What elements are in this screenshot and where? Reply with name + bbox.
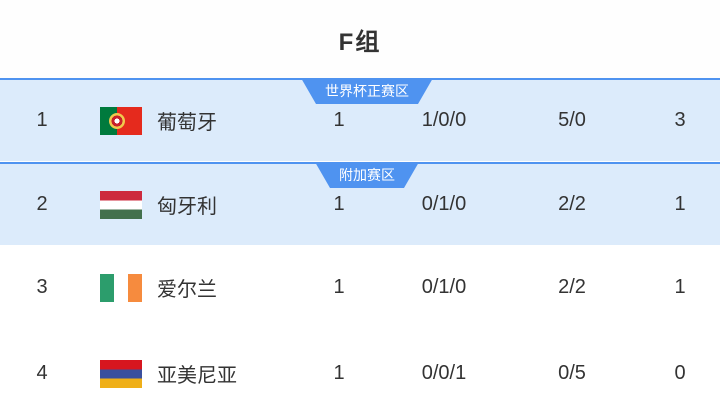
table-row-portugal[interactable]: 世界杯正赛区 1 葡萄牙 1 1/0/0 5/0 3 [0,78,720,161]
win-draw-loss-cell: 0/1/0 [421,276,467,298]
group-header: F组 [0,0,720,78]
rank-cell: 3 [36,276,48,298]
win-draw-loss-cell: 0/0/1 [421,362,467,384]
team-name: 爱尔兰 [157,279,217,301]
rank-cell: 4 [36,362,48,384]
played-cell: 1 [333,193,345,215]
goals-cell: 0/5 [558,362,586,384]
points-cell: 0 [674,362,686,384]
armenia-flag-icon [100,359,142,388]
played-cell: 1 [333,362,345,384]
team-cell: 爱尔兰 [84,273,294,302]
table-row-ireland[interactable]: 3 爱尔兰 1 0/1/0 2/2 1 [0,245,720,330]
team-name: 匈牙利 [157,196,217,218]
portugal-emblem-icon [108,112,125,129]
portugal-flag-icon [100,106,142,135]
playoff-zone-badge: 附加赛区 [315,162,419,188]
played-cell: 1 [333,109,345,131]
group-title: F组 [338,28,382,56]
qualification-zone-badge: 世界杯正赛区 [301,78,433,104]
points-cell: 1 [674,193,686,215]
team-cell: 匈牙利 [84,190,294,219]
team-name: 葡萄牙 [157,112,217,134]
table-row-armenia[interactable]: 4 亚美尼亚 1 0/0/1 0/5 0 [0,330,720,417]
team-cell: 葡萄牙 [84,106,294,135]
ireland-flag-icon [100,273,142,302]
win-draw-loss-cell: 0/1/0 [421,193,467,215]
table-row-hungary[interactable]: 附加赛区 2 匈牙利 1 0/1/0 2/2 1 [0,162,720,245]
points-cell: 3 [674,109,686,131]
win-draw-loss-cell: 1/0/0 [421,109,467,131]
team-cell: 亚美尼亚 [84,359,294,388]
hungary-flag-icon [100,190,142,219]
goals-cell: 2/2 [558,193,586,215]
played-cell: 1 [333,276,345,298]
team-name: 亚美尼亚 [157,365,237,387]
goals-cell: 2/2 [558,276,586,298]
rank-cell: 1 [36,109,48,131]
rank-cell: 2 [36,193,48,215]
goals-cell: 5/0 [558,109,586,131]
points-cell: 1 [674,276,686,298]
